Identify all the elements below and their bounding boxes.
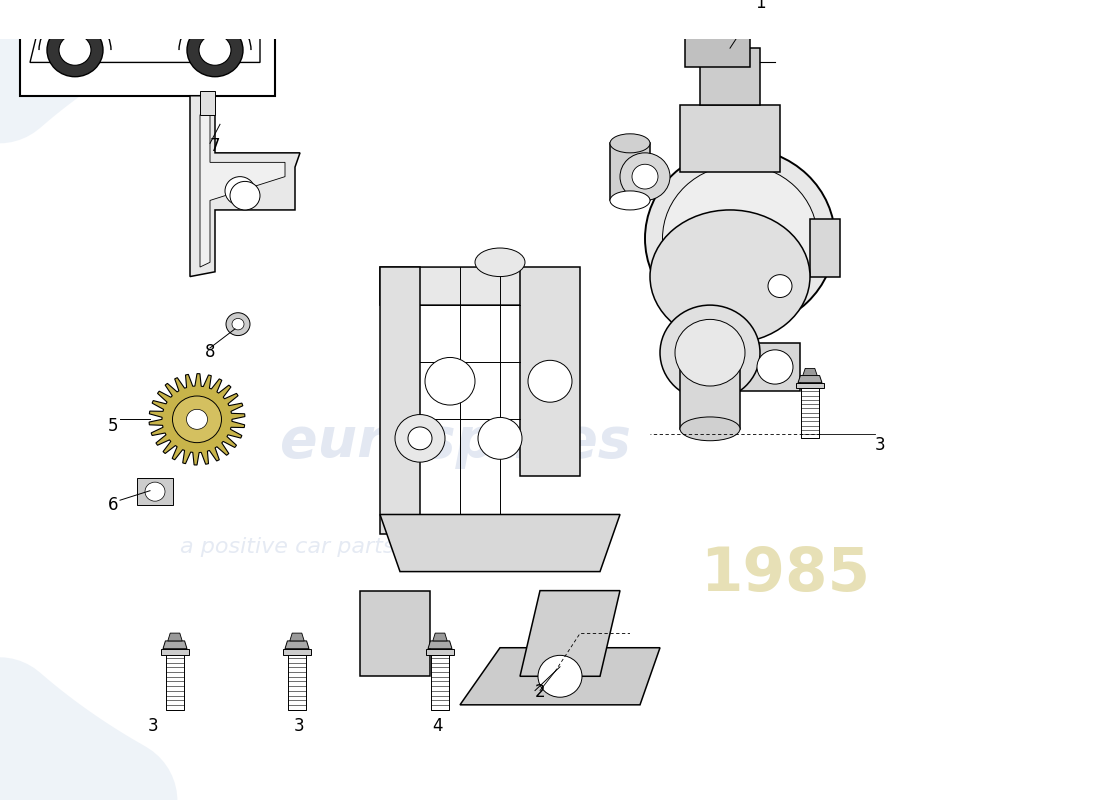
Polygon shape bbox=[432, 633, 448, 641]
Ellipse shape bbox=[662, 165, 817, 312]
Ellipse shape bbox=[645, 148, 835, 329]
Ellipse shape bbox=[660, 305, 760, 400]
Polygon shape bbox=[285, 641, 309, 649]
Polygon shape bbox=[379, 267, 420, 534]
Polygon shape bbox=[796, 382, 824, 388]
Circle shape bbox=[620, 153, 670, 201]
Polygon shape bbox=[803, 369, 817, 375]
Polygon shape bbox=[431, 654, 449, 710]
Circle shape bbox=[478, 418, 522, 459]
Circle shape bbox=[226, 177, 255, 205]
Circle shape bbox=[632, 164, 658, 189]
Circle shape bbox=[768, 274, 792, 298]
Ellipse shape bbox=[650, 210, 810, 343]
Circle shape bbox=[226, 313, 250, 335]
Ellipse shape bbox=[475, 248, 525, 277]
Text: 1: 1 bbox=[755, 0, 766, 12]
Polygon shape bbox=[428, 641, 452, 649]
Circle shape bbox=[757, 350, 793, 384]
Polygon shape bbox=[379, 514, 620, 571]
Ellipse shape bbox=[675, 319, 745, 386]
Polygon shape bbox=[288, 654, 306, 710]
Polygon shape bbox=[30, 0, 260, 62]
Polygon shape bbox=[810, 219, 840, 277]
Polygon shape bbox=[695, 0, 743, 29]
Polygon shape bbox=[680, 106, 780, 172]
Text: 4: 4 bbox=[432, 718, 442, 735]
Text: 5: 5 bbox=[108, 417, 119, 434]
Polygon shape bbox=[138, 478, 173, 505]
Polygon shape bbox=[163, 641, 187, 649]
Polygon shape bbox=[200, 114, 285, 267]
Polygon shape bbox=[520, 267, 580, 477]
Polygon shape bbox=[685, 10, 750, 67]
Polygon shape bbox=[610, 143, 650, 201]
Text: 3: 3 bbox=[294, 718, 305, 735]
Bar bbox=[20, 0, 275, 96]
Text: 8: 8 bbox=[205, 342, 216, 361]
Polygon shape bbox=[520, 590, 620, 676]
Circle shape bbox=[395, 414, 446, 462]
Polygon shape bbox=[161, 649, 189, 655]
Text: a positive car parts experience: a positive car parts experience bbox=[180, 537, 526, 557]
Polygon shape bbox=[166, 654, 184, 710]
Circle shape bbox=[232, 318, 244, 330]
Circle shape bbox=[538, 655, 582, 698]
Polygon shape bbox=[680, 353, 740, 429]
Ellipse shape bbox=[610, 134, 650, 153]
Polygon shape bbox=[426, 649, 454, 655]
Circle shape bbox=[199, 35, 231, 66]
Circle shape bbox=[408, 427, 432, 450]
Ellipse shape bbox=[680, 417, 740, 441]
Circle shape bbox=[47, 23, 103, 77]
Polygon shape bbox=[283, 649, 311, 655]
Polygon shape bbox=[150, 374, 245, 465]
Text: eurospares: eurospares bbox=[280, 415, 631, 470]
Polygon shape bbox=[190, 96, 300, 277]
Circle shape bbox=[145, 482, 165, 501]
Circle shape bbox=[425, 358, 475, 405]
Text: 3: 3 bbox=[148, 718, 158, 735]
Circle shape bbox=[187, 410, 208, 430]
Text: 3: 3 bbox=[874, 436, 886, 454]
Polygon shape bbox=[360, 590, 430, 676]
Circle shape bbox=[187, 23, 243, 77]
Text: 2: 2 bbox=[535, 683, 546, 702]
Polygon shape bbox=[200, 91, 214, 114]
Circle shape bbox=[528, 360, 572, 402]
Polygon shape bbox=[798, 375, 822, 382]
Polygon shape bbox=[289, 633, 305, 641]
Circle shape bbox=[173, 396, 221, 442]
Polygon shape bbox=[801, 387, 820, 438]
Polygon shape bbox=[700, 48, 760, 106]
Circle shape bbox=[59, 35, 91, 66]
Circle shape bbox=[230, 182, 260, 210]
Text: 6: 6 bbox=[108, 496, 119, 514]
Text: 7: 7 bbox=[210, 137, 220, 155]
Polygon shape bbox=[379, 267, 540, 305]
Polygon shape bbox=[168, 633, 183, 641]
Ellipse shape bbox=[610, 191, 650, 210]
Polygon shape bbox=[700, 343, 800, 390]
Text: 1985: 1985 bbox=[700, 545, 870, 604]
Polygon shape bbox=[460, 648, 660, 705]
